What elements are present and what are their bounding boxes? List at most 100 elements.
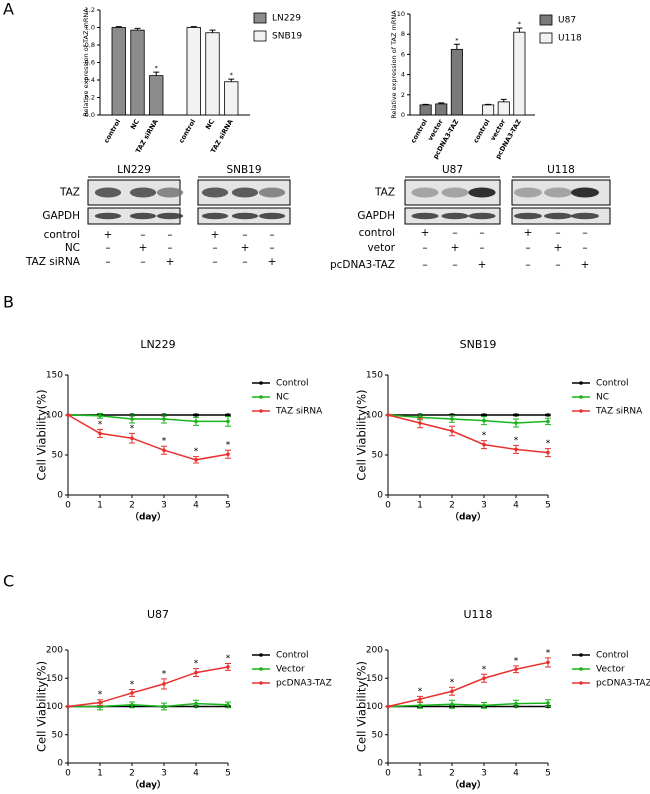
condition-label: pcDNA3-TAZ — [330, 259, 395, 271]
series-line — [67, 666, 229, 708]
y-tick-label: 200 — [46, 646, 63, 656]
legend-swatch — [253, 12, 267, 24]
error-bar — [500, 98, 507, 102]
x-tick-label: 5 — [545, 501, 551, 511]
significance: * — [546, 648, 551, 658]
legend-marker — [579, 653, 583, 657]
significance: * — [130, 424, 135, 434]
error-bar — [422, 103, 429, 105]
band — [258, 212, 286, 220]
condition-mark: + — [241, 242, 250, 254]
error-bar — [513, 444, 519, 454]
error-bar — [161, 678, 167, 690]
y-tick-label: 50 — [372, 730, 384, 740]
legend-label: pcDNA3-TAZ — [276, 679, 332, 689]
significance: * — [514, 656, 519, 666]
significance: * — [514, 436, 519, 446]
legend-label: SNB19 — [272, 32, 302, 42]
y-tick-label: 50 — [372, 451, 384, 461]
condition-mark: – — [555, 259, 560, 271]
x-tick-label: 1 — [97, 501, 103, 511]
error-bar — [161, 445, 167, 455]
legend-label: Vector — [276, 665, 305, 675]
band — [258, 187, 286, 198]
legend-marker — [259, 681, 263, 685]
condition-mark: + — [451, 242, 460, 254]
blot-header: U118 — [547, 164, 575, 176]
y-tick-label: 100 — [366, 702, 383, 712]
band — [156, 212, 184, 220]
legend-label: TAZ siRNA — [595, 407, 643, 417]
chart-title: U87 — [147, 608, 169, 621]
x-tick-label: 3 — [161, 501, 167, 511]
error-bar — [97, 428, 103, 438]
band — [571, 212, 599, 220]
y-tick-label: 100 — [46, 702, 63, 712]
band — [468, 187, 496, 198]
condition-mark: – — [242, 256, 247, 268]
y-tick-label: 10 — [397, 10, 405, 18]
error-bar — [225, 701, 231, 709]
error-bar — [513, 418, 519, 428]
condition-mark: – — [525, 242, 530, 254]
y-axis-label: Cell Viability(%) — [355, 389, 369, 480]
band — [231, 212, 259, 220]
error-bar — [225, 663, 231, 671]
series-line — [387, 702, 549, 708]
bar — [186, 27, 201, 116]
x-axis-label: （day） — [450, 512, 486, 523]
bar — [497, 101, 510, 116]
y-tick-label: 200 — [366, 646, 383, 656]
condition-mark: – — [582, 242, 587, 254]
error-bar — [449, 699, 455, 709]
y-tick-label: 6 — [401, 50, 405, 58]
x-tick-label: 3 — [481, 501, 487, 511]
legend-label: NC — [596, 393, 609, 403]
x-tick-label: 4 — [513, 501, 519, 511]
bar — [450, 48, 463, 116]
band — [94, 187, 122, 198]
panel-letter: B — [3, 293, 14, 312]
band — [468, 212, 496, 220]
significance: * — [98, 420, 103, 430]
significance: * — [418, 687, 423, 697]
error-bar — [161, 414, 167, 424]
condition-mark: – — [479, 242, 484, 254]
error-bar — [545, 417, 551, 426]
y-axis-label: Cell Viability(%) — [35, 661, 49, 752]
error-bar — [417, 417, 423, 429]
x-tick-label: 0 — [385, 769, 391, 779]
band — [129, 187, 157, 198]
significance: * — [194, 659, 199, 669]
legend-marker — [259, 667, 263, 671]
y-axis-label: Relative expression of TAZ mRNA — [390, 10, 398, 119]
error-bar — [129, 432, 135, 444]
band — [156, 187, 184, 198]
error-bar — [225, 413, 231, 417]
bar — [224, 81, 239, 116]
significance: * — [518, 20, 522, 28]
row-label: TAZ — [374, 187, 395, 199]
chart-title: LN229 — [140, 338, 175, 351]
blot-header: SNB19 — [226, 164, 261, 176]
x-axis-label: （day） — [130, 512, 166, 523]
x-tick-label: 1 — [417, 769, 423, 779]
band — [514, 212, 542, 220]
error-bar — [115, 26, 122, 28]
error-bar — [193, 456, 199, 464]
significance: * — [482, 665, 487, 675]
condition-label: control — [359, 227, 395, 239]
legend-marker — [579, 681, 583, 685]
error-bar — [97, 699, 103, 706]
y-tick-label: 150 — [46, 371, 63, 381]
error-bar — [193, 668, 199, 678]
condition-mark: – — [479, 227, 484, 239]
legend-marker — [579, 667, 583, 671]
legend-label: TAZ siRNA — [275, 407, 323, 417]
chart-title: SNB19 — [460, 338, 497, 351]
error-bar — [134, 27, 141, 31]
error-bar — [481, 413, 487, 417]
error-bar — [228, 78, 235, 82]
condition-mark: – — [555, 227, 560, 239]
error-bar — [449, 425, 455, 437]
